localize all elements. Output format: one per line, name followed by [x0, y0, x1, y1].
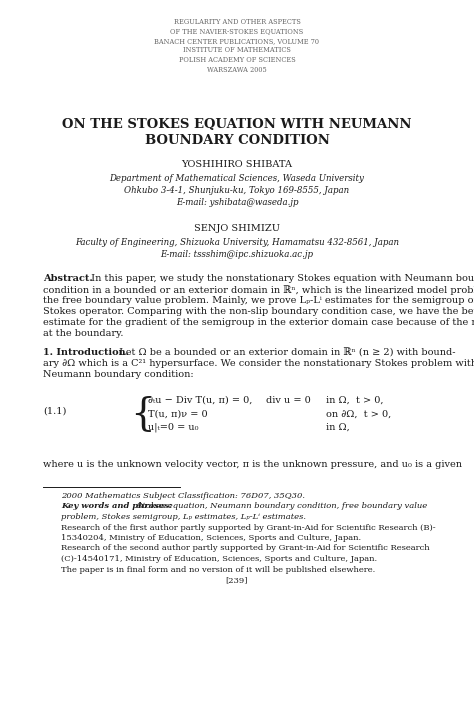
- Text: at the boundary.: at the boundary.: [43, 329, 124, 338]
- Text: YOSHIHIRO SHIBATA: YOSHIHIRO SHIBATA: [182, 160, 292, 169]
- Text: WARSZAWA 2005: WARSZAWA 2005: [207, 65, 267, 73]
- Text: Stokes operator. Comparing with the non-slip boundary condition case, we have th: Stokes operator. Comparing with the non-…: [43, 307, 474, 316]
- Text: on ∂Ω,  t > 0,: on ∂Ω, t > 0,: [326, 410, 391, 419]
- Text: E-mail: yshibata@waseda.jp: E-mail: yshibata@waseda.jp: [176, 198, 298, 207]
- Text: BANACH CENTER PUBLICATIONS, VOLUME 70: BANACH CENTER PUBLICATIONS, VOLUME 70: [155, 37, 319, 45]
- Text: (1.1): (1.1): [43, 407, 66, 415]
- Text: Let Ω be a bounded or an exterior domain in ℝⁿ (n ≥ 2) with bound-: Let Ω be a bounded or an exterior domain…: [116, 348, 456, 357]
- Text: Neumann boundary condition:: Neumann boundary condition:: [43, 370, 193, 379]
- Text: Stokes equation, Neumann boundary condition, free boundary value: Stokes equation, Neumann boundary condit…: [134, 503, 427, 510]
- Text: {: {: [130, 396, 155, 433]
- Text: Department of Mathematical Sciences, Waseda University: Department of Mathematical Sciences, Was…: [109, 174, 365, 183]
- Text: problem, Stokes semigroup, Lₚ estimates, Lₚ-Lⁱ estimates.: problem, Stokes semigroup, Lₚ estimates,…: [61, 513, 306, 521]
- Text: in Ω,: in Ω,: [326, 423, 350, 432]
- Text: In this paper, we study the nonstationary Stokes equation with Neumann boundary: In this paper, we study the nonstationar…: [88, 274, 474, 283]
- Text: Faculty of Engineering, Shizuoka University, Hamamatsu 432-8561, Japan: Faculty of Engineering, Shizuoka Univers…: [75, 238, 399, 247]
- Text: ∂ₜu − Div T(u, π) = 0,: ∂ₜu − Div T(u, π) = 0,: [148, 396, 252, 405]
- Text: in Ω,  t > 0,: in Ω, t > 0,: [326, 396, 383, 405]
- Text: E-mail: tssshim@ipc.shizuoka.ac.jp: E-mail: tssshim@ipc.shizuoka.ac.jp: [161, 250, 313, 259]
- Text: where u is the unknown velocity vector, π is the unknown pressure, and u₀ is a g: where u is the unknown velocity vector, …: [43, 460, 462, 469]
- Text: REGULARITY AND OTHER ASPECTS: REGULARITY AND OTHER ASPECTS: [173, 18, 301, 26]
- Text: estimate for the gradient of the semigroup in the exterior domain case because o: estimate for the gradient of the semigro…: [43, 318, 474, 327]
- Text: condition in a bounded or an exterior domain in ℝⁿ, which is the linearized mode: condition in a bounded or an exterior do…: [43, 285, 474, 295]
- Text: Abstract.: Abstract.: [43, 274, 93, 283]
- Text: T(u, π)ν = 0: T(u, π)ν = 0: [148, 410, 208, 419]
- Text: The paper is in final form and no version of it will be published elsewhere.: The paper is in final form and no versio…: [61, 565, 375, 574]
- Text: POLISH ACADEMY OF SCIENCES: POLISH ACADEMY OF SCIENCES: [179, 56, 295, 64]
- Text: INSTITUTE OF MATHEMATICS: INSTITUTE OF MATHEMATICS: [183, 46, 291, 55]
- Text: [239]: [239]: [226, 576, 248, 584]
- Text: OF THE NAVIER-STOKES EQUATIONS: OF THE NAVIER-STOKES EQUATIONS: [170, 28, 304, 36]
- Text: SENJO SHIMIZU: SENJO SHIMIZU: [194, 224, 280, 233]
- Text: BOUNDARY CONDITION: BOUNDARY CONDITION: [145, 134, 329, 147]
- Text: Research of the second author partly supported by Grant-in-Aid for Scientific Re: Research of the second author partly sup…: [61, 545, 429, 552]
- Text: the free boundary value problem. Mainly, we prove Lₚ-Lⁱ estimates for the semigr: the free boundary value problem. Mainly,…: [43, 296, 474, 305]
- Text: u|ₜ=0 = u₀: u|ₜ=0 = u₀: [148, 423, 199, 432]
- Text: Research of the first author partly supported by Grant-in-Aid for Scientific Res: Research of the first author partly supp…: [61, 523, 436, 532]
- Text: ary ∂Ω which is a C²¹ hypersurface. We consider the nonstationary Stokes problem: ary ∂Ω which is a C²¹ hypersurface. We c…: [43, 359, 474, 368]
- Text: Ohkubo 3-4-1, Shunjuku-ku, Tokyo 169-8555, Japan: Ohkubo 3-4-1, Shunjuku-ku, Tokyo 169-855…: [125, 186, 349, 195]
- Text: 15340204, Ministry of Education, Sciences, Sports and Culture, Japan.: 15340204, Ministry of Education, Science…: [61, 534, 361, 542]
- Text: div u = 0: div u = 0: [266, 396, 311, 405]
- Text: Key words and phrases:: Key words and phrases:: [61, 503, 172, 510]
- Text: 1. Introduction.: 1. Introduction.: [43, 348, 129, 357]
- Text: 2000 Mathematics Subject Classification: 76D07, 35Q30.: 2000 Mathematics Subject Classification:…: [61, 492, 305, 500]
- Text: ON THE STOKES EQUATION WITH NEUMANN: ON THE STOKES EQUATION WITH NEUMANN: [62, 118, 412, 131]
- Text: (C)-14540171, Ministry of Education, Sciences, Sports and Culture, Japan.: (C)-14540171, Ministry of Education, Sci…: [61, 555, 377, 563]
